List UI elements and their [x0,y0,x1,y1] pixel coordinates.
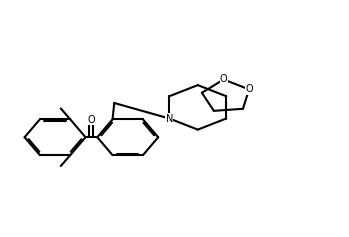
Text: N: N [166,114,173,123]
Text: N: N [166,114,173,123]
Text: O: O [220,74,228,84]
Text: O: O [88,115,95,125]
Text: O: O [245,84,253,94]
